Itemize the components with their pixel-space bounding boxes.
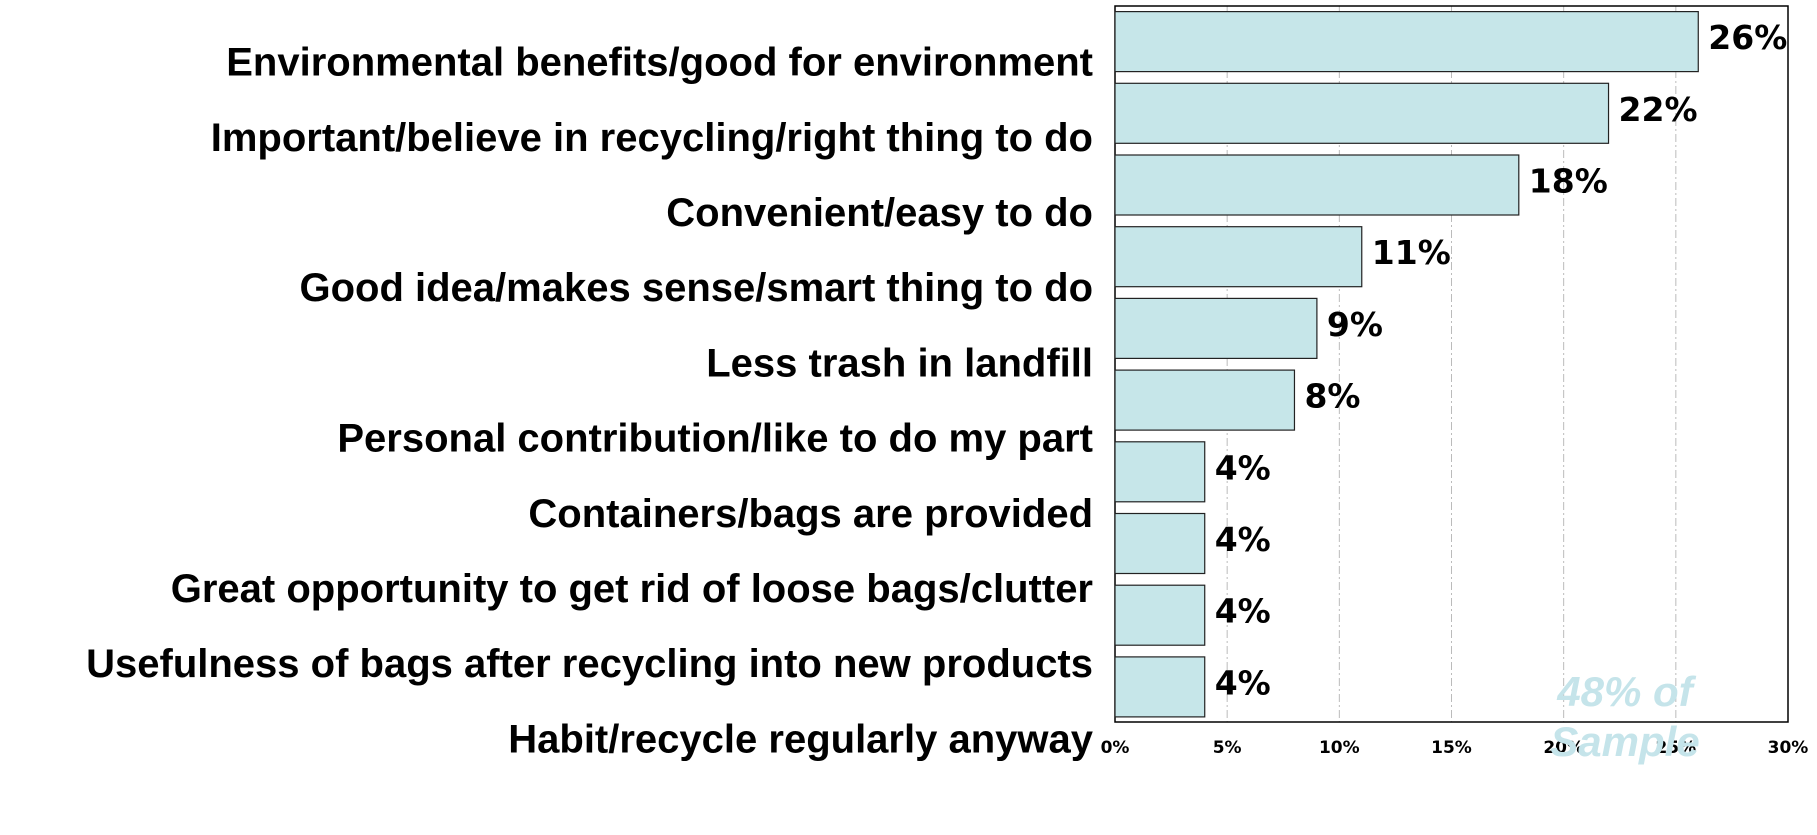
- category-label: Personal contribution/like to do my part: [337, 417, 1093, 461]
- x-tick-label: 30%: [1768, 738, 1809, 758]
- x-tick-label: 10%: [1319, 738, 1360, 758]
- value-label: 8%: [1304, 377, 1360, 416]
- value-label: 4%: [1215, 520, 1271, 559]
- annotation: 48% of: [1556, 668, 1696, 715]
- value-label: 26%: [1708, 18, 1787, 57]
- x-tick-label: 5%: [1213, 738, 1242, 758]
- bar: [1114, 154, 1520, 216]
- x-tick-label: 15%: [1431, 738, 1472, 758]
- value-label: 4%: [1215, 663, 1271, 702]
- bar: [1114, 369, 1296, 431]
- value-label: 22%: [1619, 90, 1698, 129]
- category-label: Usefulness of bags after recycling into …: [86, 642, 1093, 686]
- category-label: Convenient/easy to do: [666, 191, 1093, 235]
- value-label: 4%: [1215, 448, 1271, 487]
- category-label: Habit/recycle regularly anyway: [508, 717, 1094, 761]
- bar: [1114, 656, 1206, 718]
- value-label: 11%: [1372, 233, 1451, 272]
- category-label: Great opportunity to get rid of loose ba…: [171, 567, 1093, 611]
- bar: [1114, 584, 1206, 646]
- category-label: Environmental benefits/good for environm…: [226, 41, 1093, 85]
- category-label: Containers/bags are provided: [528, 492, 1093, 536]
- annotation: Sample: [1550, 718, 1699, 765]
- bar: [1114, 82, 1610, 144]
- bar: [1114, 11, 1699, 73]
- category-label: Less trash in landfill: [706, 341, 1093, 385]
- plot-frame: [1114, 5, 1789, 723]
- value-label: 4%: [1215, 592, 1271, 631]
- x-tick-label: 20%: [1543, 738, 1584, 758]
- value-label: 18%: [1529, 162, 1608, 201]
- x-tick-label: 0%: [1101, 738, 1130, 758]
- value-label: 9%: [1327, 305, 1383, 344]
- bar: [1114, 297, 1318, 359]
- bar: [1114, 441, 1206, 503]
- bar: [1114, 226, 1363, 288]
- x-tick-label: 25%: [1655, 738, 1696, 758]
- category-label: Important/believe in recycling/right thi…: [211, 116, 1093, 160]
- category-label: Good idea/makes sense/smart thing to do: [299, 266, 1093, 310]
- bar: [1114, 512, 1206, 575]
